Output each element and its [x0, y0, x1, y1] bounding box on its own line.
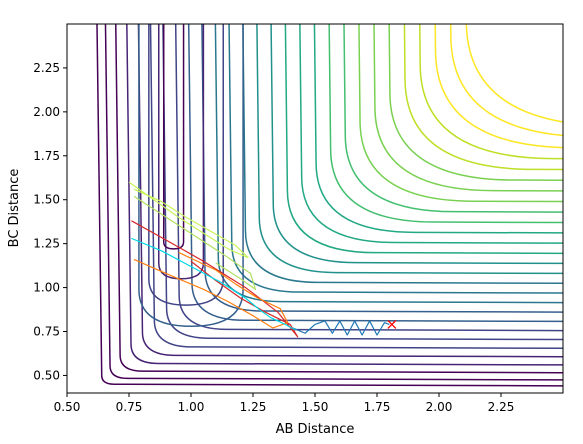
contour-line [434, 24, 563, 149]
contour-line [148, 24, 224, 306]
contour-line [126, 24, 563, 366]
contour-line [299, 24, 563, 244]
contour-line [174, 24, 563, 332]
contour-line [149, 24, 563, 350]
contour-line [450, 24, 563, 137]
contour-line [96, 24, 563, 387]
contour-line [403, 24, 563, 171]
end-marker [387, 320, 397, 329]
contour-line [373, 24, 563, 192]
x-tick-label: 2.00 [426, 400, 453, 414]
y-tick-label: 0.50 [33, 368, 60, 382]
x-tick-label: 1.75 [364, 400, 391, 414]
contour-line [137, 24, 563, 358]
trajectory-line [292, 320, 390, 336]
y-tick-label: 1.75 [33, 149, 60, 163]
contour-line [343, 24, 563, 213]
y-axis-label: BC Distance [7, 169, 22, 248]
contour-line [256, 24, 563, 275]
contour-line [313, 24, 563, 234]
contour-line [162, 24, 185, 250]
contour-line [270, 24, 563, 265]
trajectory-line [128, 181, 249, 259]
x-axis-label: AB Distance [276, 422, 355, 437]
trajectory-line [131, 237, 296, 331]
trajectory-line [131, 220, 299, 338]
x-tick-label: 0.50 [54, 400, 81, 414]
trajectory-lines [128, 181, 390, 338]
contour-line [388, 24, 563, 181]
contour-line [187, 24, 563, 323]
x-tick-label: 0.75 [116, 400, 143, 414]
y-tick-label: 2.25 [33, 61, 60, 75]
y-tick-label: 2.00 [33, 105, 60, 119]
contour-line [158, 24, 205, 280]
contour-line [358, 24, 563, 203]
contour-line [138, 24, 244, 327]
x-tick-label: 1.25 [240, 400, 267, 414]
contour-line [242, 24, 563, 285]
x-axis-ticks: 0.50 0.75 1.00 1.25 1.50 1.75 2.00 2.25 [54, 393, 515, 414]
contour-line [115, 24, 563, 374]
y-tick-label: 1.50 [33, 193, 60, 207]
contour-line [104, 24, 563, 381]
x-tick-label: 1.50 [302, 400, 329, 414]
contour-line [419, 24, 563, 160]
x-tick-label: 2.25 [488, 400, 515, 414]
y-tick-label: 1.25 [33, 237, 60, 251]
trajectory-line [133, 195, 257, 290]
contour-line [328, 24, 563, 224]
end-marker-stroke [387, 320, 397, 329]
y-tick-label: 1.00 [33, 281, 60, 295]
contour-line [465, 24, 563, 123]
y-axis-ticks: 0.50 0.75 1.00 1.25 1.50 1.75 2.00 2.25 [33, 61, 67, 382]
trajectory-line [133, 251, 289, 329]
contour-line [162, 24, 563, 341]
y-tick-label: 0.75 [33, 325, 60, 339]
contour-line [228, 24, 563, 294]
x-tick-label: 1.00 [178, 400, 205, 414]
contour-line [284, 24, 563, 255]
